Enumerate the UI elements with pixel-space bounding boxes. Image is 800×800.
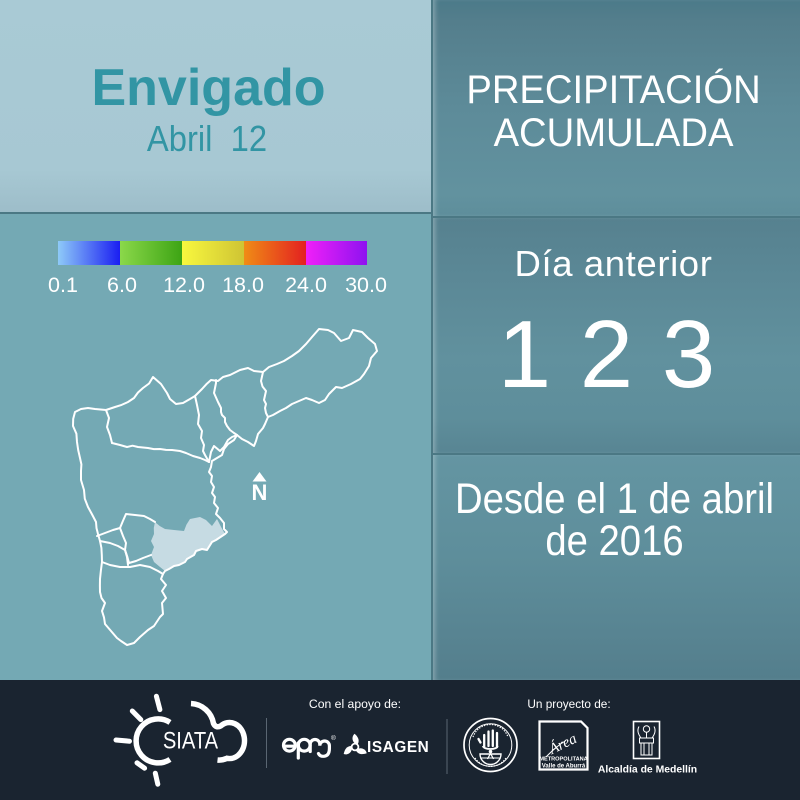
svg-text:Valle de Aburrá: Valle de Aburrá	[542, 764, 586, 770]
svg-text:METROPOLITANA: METROPOLITANA	[539, 757, 587, 763]
svg-text:ISAGEN: ISAGEN	[367, 739, 429, 756]
svg-text:18.0: 18.0	[222, 273, 264, 297]
svg-text:0.1: 0.1	[48, 273, 78, 297]
svg-text:Área: Área	[545, 730, 579, 758]
svg-text:Con el apoyo de:: Con el apoyo de:	[309, 697, 401, 711]
svg-text:30.0: 30.0	[345, 273, 387, 297]
svg-text:SIATA: SIATA	[163, 727, 218, 754]
svg-text:12.0: 12.0	[163, 273, 205, 297]
svg-text:Alcaldía de Medellín: Alcaldía de Medellín	[598, 765, 697, 776]
svg-text:6.0: 6.0	[107, 273, 137, 297]
svg-text:®: ®	[331, 734, 336, 742]
svg-text:24.0: 24.0	[285, 273, 327, 297]
svg-text:N: N	[252, 480, 268, 505]
svg-text:Un proyecto de:: Un proyecto de:	[527, 697, 610, 711]
